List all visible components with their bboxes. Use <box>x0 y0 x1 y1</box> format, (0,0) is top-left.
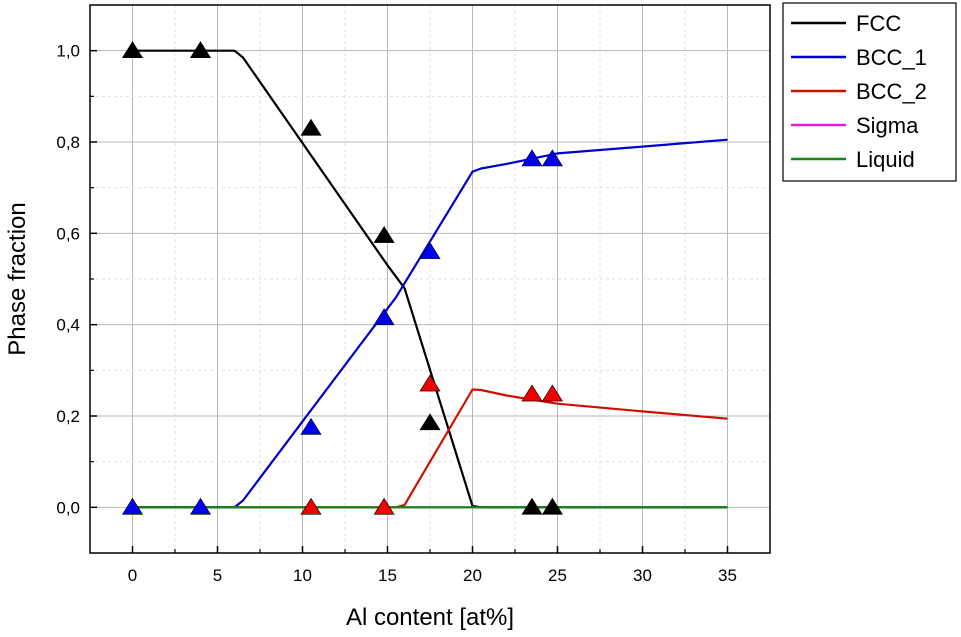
y-axis-title: Phase fraction <box>4 202 31 355</box>
x-tick-label: 35 <box>718 566 737 585</box>
marker-bcc_1 <box>121 497 144 515</box>
marker-bcc_1 <box>521 149 543 167</box>
legend: FCC BCC_1 BCC_2 Sigma Liquid <box>782 2 957 182</box>
marker-fcc <box>189 41 212 58</box>
legend-label-sigma: Sigma <box>856 113 919 138</box>
marker-bcc_1 <box>373 308 395 326</box>
series-lines <box>132 49 728 509</box>
x-tick-label: 15 <box>378 566 397 585</box>
marker-fcc <box>121 41 144 58</box>
marker-bcc_2 <box>541 384 563 402</box>
marker-bcc_1 <box>419 242 441 259</box>
legend-label-bcc_1: BCC_1 <box>856 45 927 70</box>
legend-label-liquid: Liquid <box>856 147 915 172</box>
grid <box>90 5 770 553</box>
marker-fcc <box>373 226 395 243</box>
marker-bcc_1 <box>189 497 212 515</box>
x-tick-label: 5 <box>213 566 222 585</box>
marker-bcc_2 <box>419 374 441 392</box>
marker-bcc_2 <box>521 384 543 402</box>
axis-ticks: 0 5 10 15 20 25 30 35 0,0 0,2 0,4 0,6 0,8 1,0 <box>56 42 737 585</box>
y-tick-label: 1,0 <box>56 42 80 61</box>
legend-label-fcc: FCC <box>856 11 901 36</box>
x-tick-label: 30 <box>633 566 652 585</box>
marker-bcc_1 <box>541 149 563 167</box>
marker-bcc_2 <box>300 497 322 515</box>
x-tick-label: 25 <box>548 566 567 585</box>
marker-bcc_1 <box>300 417 322 435</box>
y-tick-label: 0,6 <box>56 224 80 243</box>
marker-fcc <box>300 118 322 136</box>
marker-bcc_2 <box>373 497 395 515</box>
y-tick-label: 0,2 <box>56 407 80 426</box>
x-axis-title: Al content [at%] <box>346 604 514 631</box>
y-tick-label: 0,8 <box>56 133 80 152</box>
data-markers <box>121 41 563 515</box>
y-tick-label: 0,0 <box>56 498 80 517</box>
y-tick-label: 0,4 <box>56 316 80 335</box>
x-tick-label: 20 <box>463 566 482 585</box>
series-line-bcc_1 <box>132 138 728 509</box>
x-tick-label: 10 <box>293 566 312 585</box>
marker-fcc <box>541 497 563 515</box>
legend-label-bcc_2: BCC_2 <box>856 79 927 104</box>
marker-fcc <box>419 413 441 431</box>
marker-fcc <box>521 497 543 515</box>
x-tick-label: 0 <box>128 566 137 585</box>
